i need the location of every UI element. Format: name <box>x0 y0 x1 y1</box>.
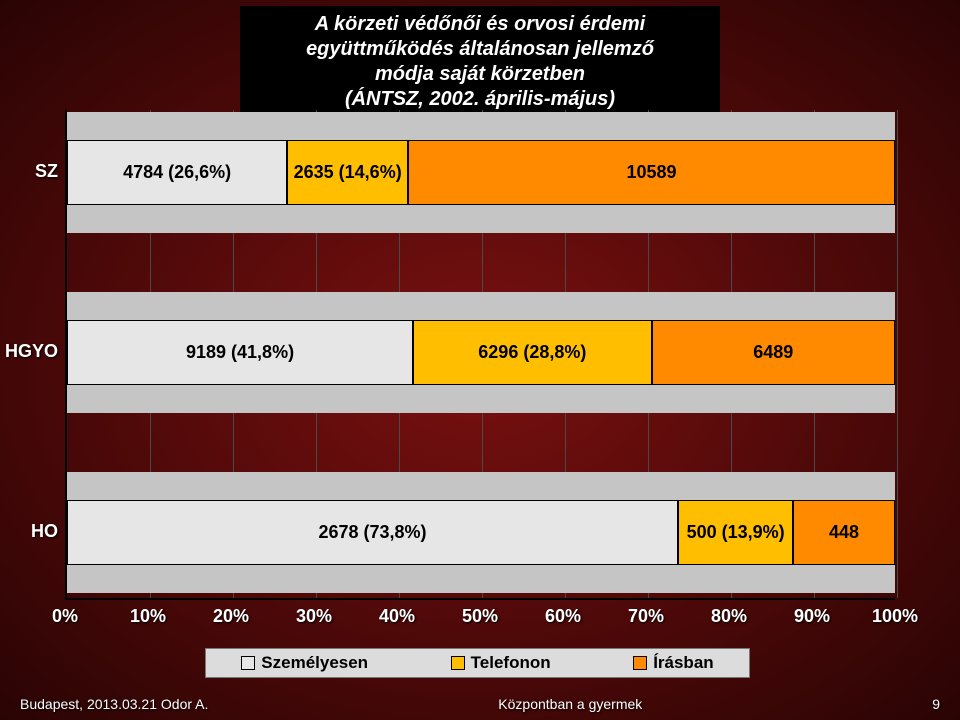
chart-title: A körzeti védőnői és orvosi érdemi együt… <box>240 6 720 118</box>
bar-row: 2678 (73,8%)500 (13,9%)448 <box>67 500 895 565</box>
legend-label: Telefonon <box>471 653 551 673</box>
x-axis-label: 20% <box>213 606 249 627</box>
plot-band <box>67 292 895 320</box>
plot-band <box>67 565 895 593</box>
x-axis-label: 70% <box>628 606 664 627</box>
bar-segment: 10589 <box>408 140 895 205</box>
category-label: HGYO <box>0 341 58 362</box>
x-axis-label: 80% <box>711 606 747 627</box>
bar-segment: 6296 (28,8%) <box>413 320 651 385</box>
x-axis-label: 40% <box>379 606 415 627</box>
bar-segment: 2635 (14,6%) <box>287 140 408 205</box>
x-axis-label: 90% <box>794 606 830 627</box>
footer-center: Központban a gyermek <box>498 696 642 712</box>
x-axis-label: 60% <box>545 606 581 627</box>
legend-item: Telefonon <box>451 653 551 673</box>
bar-row: 9189 (41,8%)6296 (28,8%)6489 <box>67 320 895 385</box>
footer-left: Budapest, 2013.03.21 Odor A. <box>20 696 208 712</box>
legend-label: Személyesen <box>261 653 368 673</box>
slide-footer: Budapest, 2013.03.21 Odor A. Központban … <box>20 696 940 712</box>
legend-label: Írásban <box>653 653 713 673</box>
category-label: HO <box>0 521 58 542</box>
bar-segment: 4784 (26,6%) <box>67 140 287 205</box>
title-line1: A körzeti védőnői és orvosi érdemi együt… <box>260 12 700 62</box>
x-axis-label: 100% <box>872 606 918 627</box>
legend-swatch <box>241 656 255 670</box>
chart-legend: Személyesen Telefonon Írásban <box>205 648 750 678</box>
bar-segment: 2678 (73,8%) <box>67 500 678 565</box>
plot-band <box>67 472 895 500</box>
chart-plot-area: 4784 (26,6%)2635 (14,6%)10589 9189 (41,8%… <box>65 110 895 600</box>
plot-band <box>67 385 895 413</box>
legend-swatch <box>451 656 465 670</box>
bar-row: 4784 (26,6%)2635 (14,6%)10589 <box>67 140 895 205</box>
x-axis-label: 30% <box>296 606 332 627</box>
plot-band <box>67 112 895 140</box>
x-axis-label: 10% <box>130 606 166 627</box>
legend-swatch <box>633 656 647 670</box>
footer-right: 9 <box>932 696 940 712</box>
category-label: SZ <box>0 161 58 182</box>
plot-band <box>67 205 895 233</box>
x-axis-label: 50% <box>462 606 498 627</box>
legend-item: Személyesen <box>241 653 368 673</box>
title-line2: módja saját körzetben <box>260 62 700 87</box>
legend-item: Írásban <box>633 653 713 673</box>
x-axis-label: 0% <box>52 606 78 627</box>
bar-segment: 500 (13,9%) <box>678 500 793 565</box>
bar-segment: 9189 (41,8%) <box>67 320 413 385</box>
bar-segment: 448 <box>793 500 895 565</box>
grid-line <box>897 110 898 598</box>
bar-segment: 6489 <box>652 320 895 385</box>
title-line3: (ÁNTSZ, 2002. április-május) <box>260 87 700 112</box>
